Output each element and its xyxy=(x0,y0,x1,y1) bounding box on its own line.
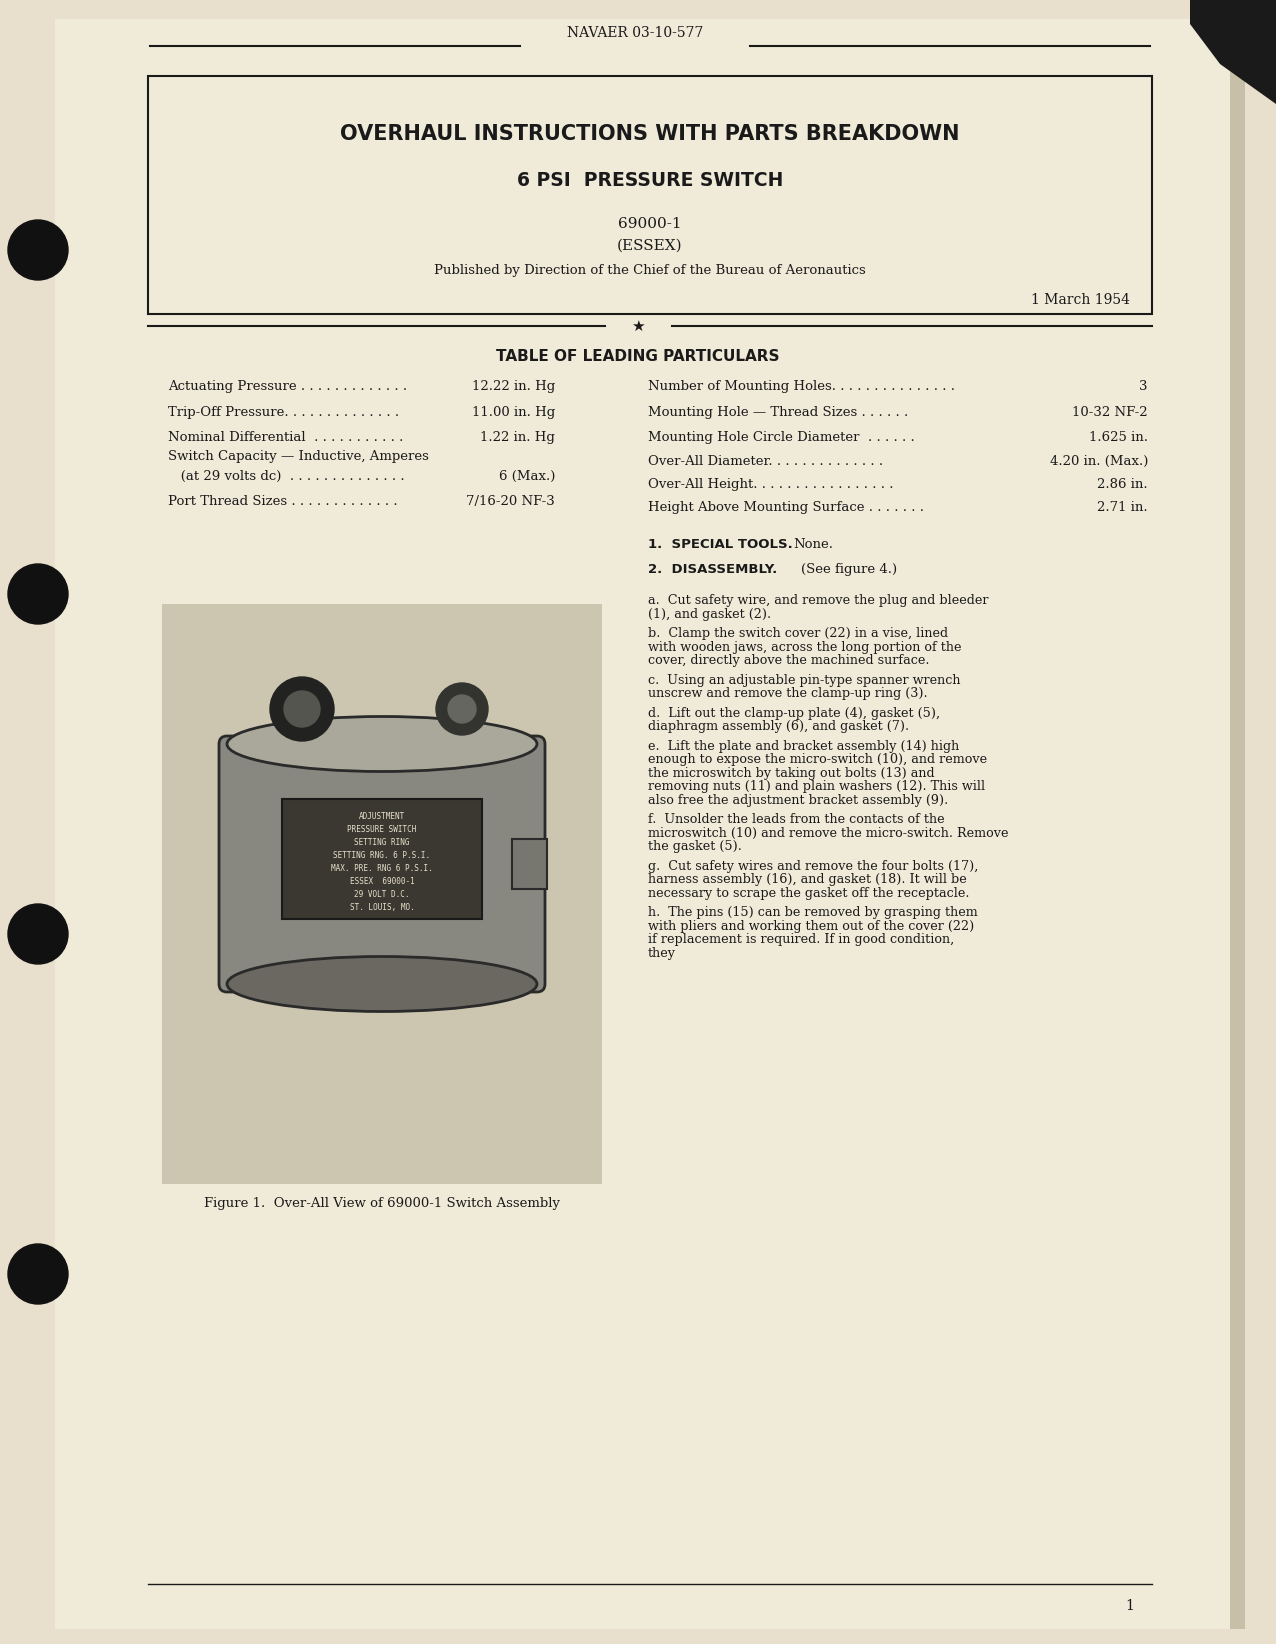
Text: removing nuts (11) and plain washers (12). This will: removing nuts (11) and plain washers (12… xyxy=(648,779,985,792)
Circle shape xyxy=(448,695,476,723)
Bar xyxy=(282,799,482,919)
FancyBboxPatch shape xyxy=(219,737,545,991)
Text: with pliers and working them out of the cover (22): with pliers and working them out of the … xyxy=(648,919,975,932)
Text: b.  Clamp the switch cover (22) in a vise, lined: b. Clamp the switch cover (22) in a vise… xyxy=(648,626,948,640)
Text: Nominal Differential  . . . . . . . . . . .: Nominal Differential . . . . . . . . . .… xyxy=(168,431,403,444)
Text: Height Above Mounting Surface . . . . . . .: Height Above Mounting Surface . . . . . … xyxy=(648,500,924,513)
Ellipse shape xyxy=(227,717,537,771)
Text: (at 29 volts dc)  . . . . . . . . . . . . . .: (at 29 volts dc) . . . . . . . . . . . .… xyxy=(168,470,404,482)
Text: 1.22 in. Hg: 1.22 in. Hg xyxy=(480,431,555,444)
Circle shape xyxy=(285,690,320,727)
Text: Actuating Pressure . . . . . . . . . . . . .: Actuating Pressure . . . . . . . . . . .… xyxy=(168,380,407,393)
Text: (1), and gasket (2).: (1), and gasket (2). xyxy=(648,608,771,620)
Text: Figure 1.  Over-All View of 69000-1 Switch Assembly: Figure 1. Over-All View of 69000-1 Switc… xyxy=(204,1197,560,1210)
Text: Trip-Off Pressure. . . . . . . . . . . . . .: Trip-Off Pressure. . . . . . . . . . . .… xyxy=(168,406,399,419)
Text: SETTING RING: SETTING RING xyxy=(355,837,410,847)
Text: Port Thread Sizes . . . . . . . . . . . . .: Port Thread Sizes . . . . . . . . . . . … xyxy=(168,495,398,508)
Text: Number of Mounting Holes. . . . . . . . . . . . . . .: Number of Mounting Holes. . . . . . . . … xyxy=(648,380,954,393)
Text: cover, directly above the machined surface.: cover, directly above the machined surfa… xyxy=(648,654,929,667)
Text: None.: None. xyxy=(792,538,833,551)
Text: the microswitch by taking out bolts (13) and: the microswitch by taking out bolts (13)… xyxy=(648,766,934,779)
Text: TABLE OF LEADING PARTICULARS: TABLE OF LEADING PARTICULARS xyxy=(496,349,780,363)
Text: diaphragm assembly (6), and gasket (7).: diaphragm assembly (6), and gasket (7). xyxy=(648,720,909,733)
Text: Mounting Hole Circle Diameter  . . . . . .: Mounting Hole Circle Diameter . . . . . … xyxy=(648,431,915,444)
Text: 6 PSI  PRESSURE SWITCH: 6 PSI PRESSURE SWITCH xyxy=(517,171,783,189)
Text: Mounting Hole — Thread Sizes . . . . . .: Mounting Hole — Thread Sizes . . . . . . xyxy=(648,406,909,419)
Bar xyxy=(512,838,547,889)
Text: if replacement is required. If in good condition,: if replacement is required. If in good c… xyxy=(648,934,954,945)
Text: Switch Capacity — Inductive, Amperes: Switch Capacity — Inductive, Amperes xyxy=(168,449,429,462)
Text: SETTING RNG. 6 P.S.I.: SETTING RNG. 6 P.S.I. xyxy=(333,850,430,860)
Bar xyxy=(162,603,602,1184)
Text: 11.00 in. Hg: 11.00 in. Hg xyxy=(472,406,555,419)
Text: 2.86 in.: 2.86 in. xyxy=(1097,477,1148,490)
Text: ST. LOUIS, MO.: ST. LOUIS, MO. xyxy=(350,903,415,911)
Text: a.  Cut safety wire, and remove the plug and bleeder: a. Cut safety wire, and remove the plug … xyxy=(648,593,989,607)
Text: Published by Direction of the Chief of the Bureau of Aeronautics: Published by Direction of the Chief of t… xyxy=(434,263,866,276)
Polygon shape xyxy=(1191,0,1276,104)
Bar xyxy=(1230,69,1245,1629)
Text: 1.  SPECIAL TOOLS.: 1. SPECIAL TOOLS. xyxy=(648,538,792,551)
Circle shape xyxy=(436,682,487,735)
Text: ADJUSTMENT: ADJUSTMENT xyxy=(359,812,404,820)
Text: 12.22 in. Hg: 12.22 in. Hg xyxy=(472,380,555,393)
Text: 10-32 NF-2: 10-32 NF-2 xyxy=(1072,406,1148,419)
Text: e.  Lift the plate and bracket assembly (14) high: e. Lift the plate and bracket assembly (… xyxy=(648,740,960,753)
Text: f.  Unsolder the leads from the contacts of the: f. Unsolder the leads from the contacts … xyxy=(648,814,944,825)
Text: 7/16-20 NF-3: 7/16-20 NF-3 xyxy=(466,495,555,508)
Circle shape xyxy=(8,564,68,625)
Text: necessary to scrape the gasket off the receptacle.: necessary to scrape the gasket off the r… xyxy=(648,886,970,899)
Bar xyxy=(148,76,1152,314)
Text: 29 VOLT D.C.: 29 VOLT D.C. xyxy=(355,889,410,899)
Text: Over-All Height. . . . . . . . . . . . . . . . .: Over-All Height. . . . . . . . . . . . .… xyxy=(648,477,893,490)
Text: c.  Using an adjustable pin-type spanner wrench: c. Using an adjustable pin-type spanner … xyxy=(648,674,961,687)
Text: enough to expose the micro-switch (10), and remove: enough to expose the micro-switch (10), … xyxy=(648,753,988,766)
Text: with wooden jaws, across the long portion of the: with wooden jaws, across the long portio… xyxy=(648,641,962,654)
Text: 2.71 in.: 2.71 in. xyxy=(1097,500,1148,513)
Text: they: they xyxy=(648,947,676,960)
Text: 1.625 in.: 1.625 in. xyxy=(1088,431,1148,444)
Text: 1: 1 xyxy=(1125,1600,1134,1613)
Text: microswitch (10) and remove the micro-switch. Remove: microswitch (10) and remove the micro-sw… xyxy=(648,827,1008,840)
Text: 3: 3 xyxy=(1139,380,1148,393)
Text: 6 (Max.): 6 (Max.) xyxy=(499,470,555,482)
Text: unscrew and remove the clamp-up ring (3).: unscrew and remove the clamp-up ring (3)… xyxy=(648,687,928,700)
Ellipse shape xyxy=(227,957,537,1011)
Text: d.  Lift out the clamp-up plate (4), gasket (5),: d. Lift out the clamp-up plate (4), gask… xyxy=(648,707,940,720)
Text: 4.20 in. (Max.): 4.20 in. (Max.) xyxy=(1050,454,1148,467)
Text: h.  The pins (15) can be removed by grasping them: h. The pins (15) can be removed by grasp… xyxy=(648,906,977,919)
Text: (ESSEX): (ESSEX) xyxy=(618,238,683,253)
Text: ★: ★ xyxy=(632,319,644,334)
Text: MAX. PRE. RNG 6 P.S.I.: MAX. PRE. RNG 6 P.S.I. xyxy=(332,863,433,873)
Text: harness assembly (16), and gasket (18). It will be: harness assembly (16), and gasket (18). … xyxy=(648,873,967,886)
Circle shape xyxy=(271,677,334,741)
Text: 69000-1: 69000-1 xyxy=(618,217,681,232)
Text: 1 March 1954: 1 March 1954 xyxy=(1031,293,1131,307)
Text: the gasket (5).: the gasket (5). xyxy=(648,840,741,853)
Text: Over-All Diameter. . . . . . . . . . . . . .: Over-All Diameter. . . . . . . . . . . .… xyxy=(648,454,883,467)
Text: (See figure 4.): (See figure 4.) xyxy=(801,562,897,575)
Text: g.  Cut safety wires and remove the four bolts (17),: g. Cut safety wires and remove the four … xyxy=(648,860,979,873)
Text: 2.  DISASSEMBLY.: 2. DISASSEMBLY. xyxy=(648,562,777,575)
Text: ESSEX  69000-1: ESSEX 69000-1 xyxy=(350,876,415,886)
Text: OVERHAUL INSTRUCTIONS WITH PARTS BREAKDOWN: OVERHAUL INSTRUCTIONS WITH PARTS BREAKDO… xyxy=(341,123,960,145)
Text: NAVAER 03-10-577: NAVAER 03-10-577 xyxy=(567,26,703,39)
Circle shape xyxy=(8,220,68,279)
Circle shape xyxy=(8,904,68,963)
Text: also free the adjustment bracket assembly (9).: also free the adjustment bracket assembl… xyxy=(648,794,948,807)
Text: PRESSURE SWITCH: PRESSURE SWITCH xyxy=(347,825,417,834)
Circle shape xyxy=(8,1245,68,1304)
